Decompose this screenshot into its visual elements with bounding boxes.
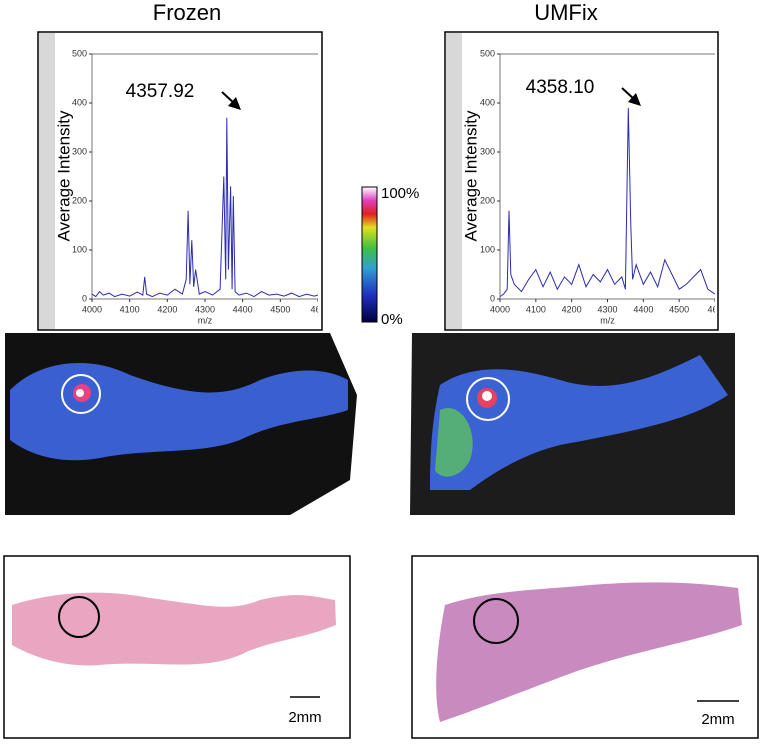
y-tick-label: 500 [480, 48, 495, 58]
y-tick-label: 400 [72, 97, 87, 107]
chart-frame [37, 31, 323, 331]
y-tick-label: 300 [72, 146, 87, 156]
x-axis-label: m/z [600, 315, 615, 325]
peak-annotation: 4358.10 [526, 77, 595, 98]
colorbar-max: 100% [381, 185, 419, 202]
scale-bar-label: 2mm [288, 709, 321, 726]
y-tick-label: 300 [480, 146, 495, 156]
chart-title: UMFix [534, 0, 598, 25]
y-tick-label: 200 [480, 195, 495, 205]
colorbar-min: 0% [381, 311, 403, 328]
plot-area [499, 53, 715, 300]
x-tick-label: 4300 [195, 304, 215, 314]
x-tick-label: 4000 [490, 304, 510, 314]
peak-annotation: 4357.92 [126, 81, 195, 102]
he-image-right: 2mm [411, 555, 759, 739]
y-axis-label: Average Intensity [54, 110, 73, 242]
x-tick-label: 4100 [120, 304, 140, 314]
x-tick-label: 460 [707, 304, 722, 314]
frame-strip [39, 33, 55, 329]
y-tick-label: 0 [82, 293, 87, 303]
x-tick-label: 4100 [526, 304, 546, 314]
chart-title: Frozen [153, 0, 221, 25]
y-tick-label: 100 [480, 244, 495, 254]
arrow-head [628, 93, 641, 106]
x-tick-label: 4400 [633, 304, 653, 314]
colorbar [361, 186, 378, 323]
scale-bar-label: 2mm [701, 711, 734, 728]
x-tick-label: 4300 [597, 304, 617, 314]
x-tick-label: 4400 [233, 304, 253, 314]
x-axis-label: m/z [198, 315, 213, 325]
x-tick-label: 4200 [157, 304, 177, 314]
y-tick-label: 100 [72, 244, 87, 254]
plot: 0 100 200 300 400 500 4000 4100 4200 4300 4400 4500… [72, 48, 325, 314]
frame-strip [446, 33, 462, 329]
y-tick-label: 500 [72, 48, 87, 58]
x-tick-label: 4000 [82, 304, 102, 314]
plot-area [91, 53, 318, 300]
arrow-head [228, 97, 241, 110]
chart-frame [444, 31, 719, 331]
y-axis-label: Average Intensity [461, 110, 480, 242]
plot: 0 100 200 300 400 500 4000 4100 4200 4300 4400 4500… [480, 48, 722, 314]
x-tick-label: 4500 [669, 304, 689, 314]
y-tick-label: 400 [480, 97, 495, 107]
y-tick-label: 200 [72, 195, 87, 205]
he-image-left: 2mm [3, 555, 351, 739]
x-tick-label: 460 [310, 304, 325, 314]
ms-image-left [5, 333, 357, 515]
spectrum-line [91, 117, 318, 298]
spectrum-line [499, 107, 715, 298]
ms-image-right [410, 333, 735, 515]
x-tick-label: 4500 [270, 304, 290, 314]
y-tick-label: 0 [490, 293, 495, 303]
x-tick-label: 4200 [562, 304, 582, 314]
